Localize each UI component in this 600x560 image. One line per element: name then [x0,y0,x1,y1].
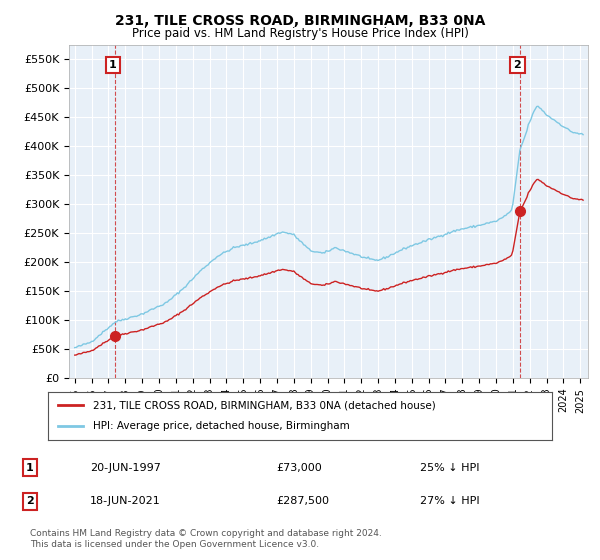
Text: Contains HM Land Registry data © Crown copyright and database right 2024.
This d: Contains HM Land Registry data © Crown c… [30,529,382,549]
Text: 1: 1 [26,463,34,473]
Text: 1: 1 [109,60,117,70]
Text: 27% ↓ HPI: 27% ↓ HPI [420,496,479,506]
Text: 2: 2 [26,496,34,506]
Text: 231, TILE CROSS ROAD, BIRMINGHAM, B33 0NA (detached house): 231, TILE CROSS ROAD, BIRMINGHAM, B33 0N… [94,400,436,410]
Text: 231, TILE CROSS ROAD, BIRMINGHAM, B33 0NA: 231, TILE CROSS ROAD, BIRMINGHAM, B33 0N… [115,14,485,28]
Text: 20-JUN-1997: 20-JUN-1997 [90,463,161,473]
Text: 2: 2 [514,60,521,70]
Text: Price paid vs. HM Land Registry's House Price Index (HPI): Price paid vs. HM Land Registry's House … [131,27,469,40]
Text: £73,000: £73,000 [276,463,322,473]
Text: £287,500: £287,500 [276,496,329,506]
Text: 25% ↓ HPI: 25% ↓ HPI [420,463,479,473]
Text: 18-JUN-2021: 18-JUN-2021 [90,496,161,506]
Text: HPI: Average price, detached house, Birmingham: HPI: Average price, detached house, Birm… [94,421,350,431]
